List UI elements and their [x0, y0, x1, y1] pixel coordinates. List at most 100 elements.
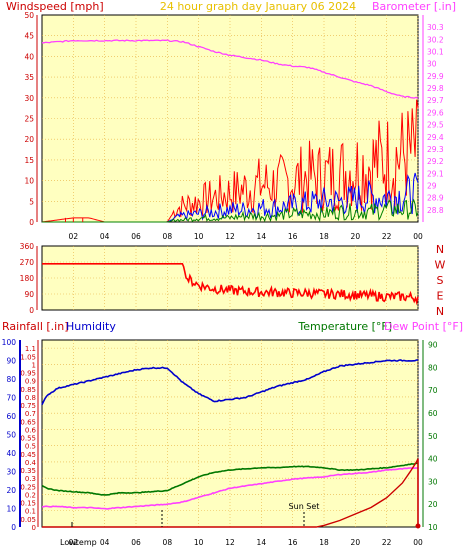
rainfall-tick-label: 1.1	[25, 345, 36, 353]
direction-tick-label: 90	[24, 290, 34, 299]
barometer-tick-label: 30.1	[427, 48, 444, 57]
temperature-tick-label: 20	[428, 500, 438, 509]
rainfall-tick-label: 1.05	[20, 353, 36, 361]
dewpoint-axis-title: Dew Point [°F]	[384, 320, 463, 333]
humidity-tick-label: 70	[6, 394, 16, 403]
time-tick-label: 02	[69, 538, 79, 547]
time-tick-label: 20	[351, 538, 361, 547]
humidity-tick-label: 40	[6, 449, 16, 458]
barometer-ticks: 28.8 28.9 29 29.1 29.2 29.3 29.4 29.5 29.6 29.7 29…	[422, 15, 444, 222]
windspeed-tick-label: 45	[24, 32, 34, 41]
barometer-tick-label: 30	[427, 60, 437, 69]
compass-letter: N	[436, 243, 444, 256]
temperature-line	[41, 462, 419, 496]
time-tick-label: 12	[225, 538, 235, 547]
compass-letter: W	[435, 259, 446, 272]
lowtemp-label: Lowtemp	[60, 538, 97, 547]
time-tick-label: 10	[194, 538, 204, 547]
time-tick-label: 16	[288, 538, 298, 547]
barometer-tick-label: 29.1	[427, 169, 444, 178]
humidity-axis-title: Humidity	[66, 320, 116, 333]
humidity-tick-label: 0	[11, 523, 16, 532]
windspeed-tick-label: 35	[24, 73, 34, 82]
barometer-tick-label: 29.9	[427, 72, 444, 81]
humidity-tick-label: 30	[6, 468, 16, 477]
wind-baro-series	[41, 39, 419, 223]
rainfall-tick-label: 0.75	[20, 402, 36, 410]
barometer-tick-label: 28.9	[427, 194, 444, 203]
direction-tick-label: 360	[20, 242, 35, 251]
barometer-tick-label: 30.2	[427, 35, 444, 44]
temperature-axis-title: Temperature [°F]	[297, 320, 392, 333]
sunset-label: Sun Set	[289, 502, 320, 511]
humidity-tick-label: 80	[6, 375, 16, 384]
barometer-axis-title: Barometer [.in]	[372, 0, 456, 13]
rainfall-tick-label: 0.35	[20, 467, 36, 475]
temperature-tick-label: 10	[428, 523, 438, 532]
time-tick-label: 08	[163, 538, 173, 547]
time-tick-label: 12	[225, 232, 235, 241]
temperature-tick-label: 30	[428, 477, 438, 486]
time-tick-label: 22	[382, 538, 392, 547]
rainfall-tick-label: 0.2	[25, 491, 36, 499]
direction-degree-ticks: 0 90 180 270 360	[20, 242, 38, 315]
humidity-tick-label: 100	[2, 338, 17, 347]
time-tick-label: 20	[351, 232, 361, 241]
windspeed-tick-label: 25	[24, 115, 34, 124]
wind-direction-series	[42, 263, 419, 306]
humidity-tick-label: 90	[6, 357, 16, 366]
time-tick-label: 00	[413, 232, 423, 241]
barometer-tick-label: 28.8	[427, 206, 444, 215]
rainfall-tick-label: 0.85	[20, 386, 36, 394]
wind-direction-line	[42, 263, 419, 306]
barometer-tick-label: 29.2	[427, 157, 444, 166]
rainfall-axis-title: Rainfall [.in]	[2, 320, 69, 333]
windspeed-tick-label: 10	[24, 177, 34, 186]
temperature-tick-label: 90	[428, 341, 438, 350]
lowtemp-marker: Lowtemp	[60, 522, 97, 547]
windspeed-tick-label: 15	[24, 156, 34, 165]
rainfall-tick-label: 0.55	[20, 435, 36, 443]
sunset-marker: Sun Set	[289, 502, 320, 527]
time-tick-label: 06	[131, 232, 141, 241]
humidity-tick-label: 50	[6, 431, 16, 440]
time-tick-label: 00	[413, 538, 423, 547]
time-tick-label: 18	[319, 232, 329, 241]
rainfall-tick-label: 0.8	[25, 394, 36, 402]
time-tick-label: 18	[319, 538, 329, 547]
temperature-ticks: 10 20 30 40 50 60 70 80 90	[428, 341, 438, 532]
rainfall-tick-label: 0.5	[25, 443, 36, 451]
direction-tick-label: 270	[20, 258, 35, 267]
compass-letter: S	[437, 274, 444, 287]
time-tick-label: 06	[131, 538, 141, 547]
humidity-tick-label: 20	[6, 486, 16, 495]
barometer-tick-label: 29	[427, 181, 437, 190]
windspeed-axis-title: Windspeed [mph]	[6, 0, 104, 13]
rainfall-tick-label: 0.9	[25, 378, 36, 386]
rainfall-tick-label: 1	[32, 361, 36, 369]
compass-letter: E	[437, 290, 444, 303]
rainfall-ticks: 00.050.10.150.20.250.30.350.40.450.50.55…	[20, 340, 39, 532]
rainfall-tick-label: 0.65	[20, 418, 36, 426]
windspeed-ticks: 0 5 10 15 20 25 30 35 40 45 50	[24, 11, 38, 227]
windspeed-tick-label: 20	[24, 135, 34, 144]
rainfall-line	[42, 458, 419, 528]
time-tick-label: 04	[100, 538, 110, 547]
barometer-tick-label: 29.7	[427, 96, 444, 105]
barometer-tick-label: 29.5	[427, 121, 444, 130]
wind-low-line	[42, 198, 419, 223]
temperature-tick-label: 60	[428, 409, 438, 418]
temperature-tick-label: 80	[428, 363, 438, 372]
time-tick-label: 10	[194, 232, 204, 241]
barometer-tick-label: 29.3	[427, 145, 444, 154]
humidity-ticks: 0 10 20 30 40 50 60 70 80 90 100	[2, 338, 17, 532]
time-tick-label: 14	[257, 538, 267, 547]
temp-humidity-series	[41, 359, 421, 529]
temp-humidity-grid	[42, 340, 419, 527]
rainfall-tick-label: 0	[32, 524, 36, 532]
